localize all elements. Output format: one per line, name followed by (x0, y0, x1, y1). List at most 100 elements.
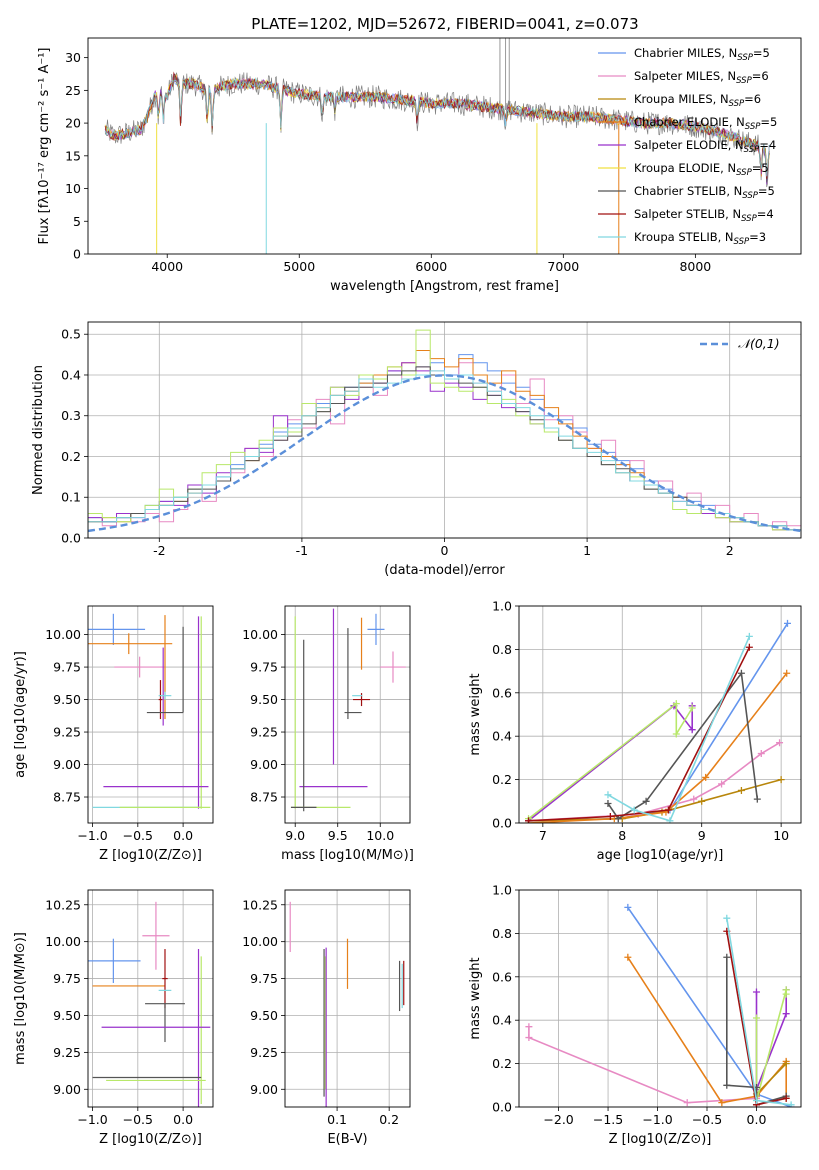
x-tick-label: -1 (296, 543, 308, 558)
x-tick-label: 1 (583, 543, 591, 558)
y-tick-label: 9.25 (53, 1045, 81, 1060)
mass-weight-marker (604, 791, 612, 799)
mass-weight-line (726, 918, 792, 1106)
legend-entry: Kroupa MILES, NSSP=6 (634, 92, 761, 109)
y-axis-label: Normed distribution (31, 365, 46, 495)
legend-entry: Kroupa STELIB, NSSP=3 (634, 230, 766, 247)
y-tick-label: 10.00 (242, 934, 278, 949)
error-bar-point (114, 656, 165, 678)
massweight_vs_Z-plot-area (525, 903, 795, 1107)
error-bar-point (88, 613, 146, 645)
y-tick-label: 9.75 (53, 971, 81, 986)
legend-entry: Salpeter STELIB, NSSP=4 (634, 207, 774, 224)
error-bar-point (88, 938, 141, 983)
error-bar-point (158, 680, 163, 720)
mass-weight-line (528, 704, 693, 822)
y-tick-label: 0.6 (492, 685, 512, 700)
mass_vs_Z-plot-area (88, 901, 211, 1107)
mass-weight-marker (745, 632, 753, 640)
y-axis-label: mass weight (468, 957, 483, 1039)
x-tick-label: 10.0 (366, 828, 394, 843)
mass-weight-line (528, 778, 782, 822)
error-bar-point (162, 949, 168, 1009)
x-tick-label: 0 (441, 543, 449, 558)
mass-weight-marker (690, 795, 698, 803)
mass-weight-marker (737, 786, 745, 794)
y-tick-label: 1.0 (492, 883, 512, 898)
axes-frame (518, 605, 802, 824)
y-tick-label: 0.5 (61, 327, 81, 342)
x-tick-label: −1.5 (593, 1112, 623, 1127)
mass-weight-marker (672, 700, 680, 708)
x-tick-label: 9.0 (285, 828, 305, 843)
mass-weight-marker (757, 750, 765, 758)
mass-weight-marker (752, 1096, 760, 1104)
x-tick-label: 8 (618, 828, 626, 843)
x-tick-label: 4000 (151, 259, 183, 274)
mass-weight-marker (787, 1101, 795, 1107)
y-tick-label: 0.2 (61, 449, 81, 464)
mass-weight-line (528, 1026, 757, 1104)
age_vs_Z-plot-area (88, 613, 211, 809)
mass-weight-marker (525, 1034, 533, 1042)
mass-weight-marker (723, 953, 731, 961)
x-axis-label: Z [log10(Z/Z⊙)] (609, 1132, 712, 1147)
y-tick-label: 10.00 (45, 627, 81, 642)
massweight_vs_age-plot-area (525, 619, 791, 823)
y-tick-label: 9.00 (250, 1082, 278, 1097)
x-tick-label: 10 (773, 828, 789, 843)
x-tick-label: 9 (698, 828, 706, 843)
error-bar-point (353, 693, 371, 707)
error-bar-point (158, 691, 172, 700)
x-tick-label: 9.5 (328, 828, 348, 843)
x-tick-label: 5000 (283, 259, 315, 274)
mass-weight-marker (782, 1094, 790, 1102)
error-bar-point (380, 651, 406, 683)
age_vs_mass-panel: 9.0 9.5 10.0 8.75 9.00 9.25 9.50 9.75 10.00 mass … (242, 605, 414, 863)
mass-weight-line (528, 672, 788, 823)
mass-weight-marker (525, 817, 533, 823)
legend-entry: 𝒩(0,1) (738, 336, 780, 351)
x-axis-label: Z [log10(Z/Z⊙)] (99, 848, 202, 863)
x-tick-label: −0.5 (123, 1112, 153, 1127)
y-tick-label: 9.75 (53, 660, 81, 675)
error-bar-point (88, 633, 173, 655)
y-tick-label: 9.00 (53, 1082, 81, 1097)
legend-entry: Salpeter ELODIE, NSSP=4 (634, 138, 776, 155)
y-tick-label: 0.2 (492, 1056, 512, 1071)
x-axis-label: E(B-V) (327, 1132, 367, 1147)
x-tick-label: −1.0 (77, 828, 107, 843)
mass-weight-marker (698, 797, 706, 805)
mass-weight-marker (737, 669, 745, 677)
residuals-panel: -2 -1 0 1 2 0.0 0.1 0.2 0.3 0.4 0.5 (data-model)/er… (31, 321, 802, 578)
x-tick-label: 8000 (679, 259, 711, 274)
mass-weight-marker (624, 903, 632, 911)
mass-weight-line (755, 1063, 787, 1095)
mass-weight-marker (630, 806, 638, 814)
x-tick-label: 6000 (415, 259, 447, 274)
y-tick-label: 9.75 (250, 660, 278, 675)
x-axis-label: Z [log10(Z/Z⊙)] (99, 1132, 202, 1147)
mass-weight-marker (624, 953, 632, 961)
mass-weight-marker (642, 797, 650, 805)
massweight_vs_age-panel: 7 8 9 10 0.0 0.2 0.4 0.6 0.8 1.0 age [log10(age/yr… (468, 599, 802, 863)
y-axis-label: age [log10(age/yr)] (13, 651, 28, 778)
y-tick-label: 9.50 (250, 1008, 278, 1023)
y-tick-label: 9.25 (53, 725, 81, 740)
x-tick-label: 0.2 (379, 1112, 399, 1127)
legend-entry: Chabrier STELIB, NSSP=5 (634, 184, 775, 201)
legend-entry: Chabrier ELODIE, NSSP=5 (634, 115, 777, 132)
y-tick-label: 1.0 (492, 599, 512, 614)
figure-title: PLATE=1202, MJD=52672, FIBERID=0041, z=0… (251, 15, 638, 33)
y-tick-label: 9.75 (250, 971, 278, 986)
y-tick-label: 10.25 (242, 897, 278, 912)
x-tick-label: −0.5 (123, 828, 153, 843)
y-tick-label: 10.00 (45, 934, 81, 949)
mass_vs_EBV-plot-area (289, 901, 405, 1107)
x-axis-label: age [log10(age/yr)] (597, 848, 724, 863)
spectrum-plot-area (104, 38, 770, 254)
y-tick-label: 0 (73, 247, 81, 262)
y-tick-label: 10.25 (45, 897, 81, 912)
x-tick-label: −0.5 (692, 1112, 722, 1127)
axes-frame (87, 889, 214, 1108)
